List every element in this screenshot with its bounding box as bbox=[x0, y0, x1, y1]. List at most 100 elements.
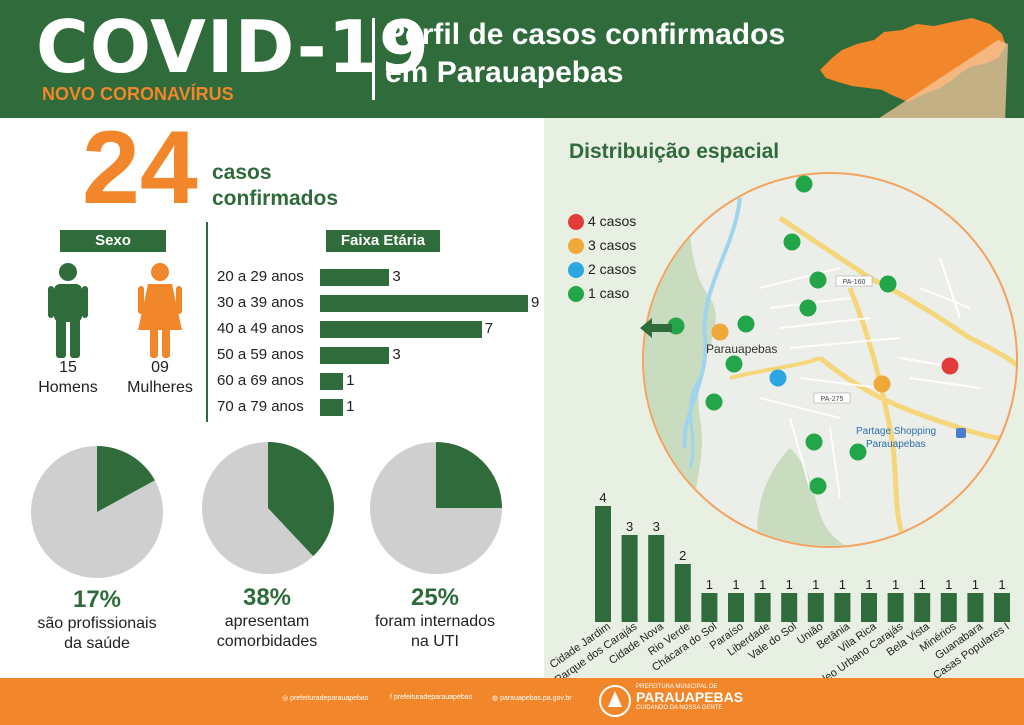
neighborhood-bar bbox=[621, 535, 638, 622]
age-bar bbox=[320, 269, 390, 286]
age-bar-value: 3 bbox=[392, 268, 401, 285]
case-marker bbox=[769, 369, 787, 387]
map-city-label: Parauapebas bbox=[706, 342, 777, 356]
neighborhood-bar-value: 1 bbox=[786, 577, 793, 592]
cases-label: casos confirmados bbox=[212, 160, 338, 212]
case-marker bbox=[809, 271, 827, 289]
men-count: 15 bbox=[59, 359, 77, 376]
header-heading: Perfil de casos confirmados em Parauapeb… bbox=[385, 16, 785, 92]
age-bar bbox=[320, 295, 528, 312]
pie-icu-line1: foram internados bbox=[374, 613, 496, 630]
header-heading-line1: Perfil de casos confirmados bbox=[385, 18, 786, 51]
pie-health-line2: da saúde bbox=[64, 635, 130, 652]
women-label: Mulheres bbox=[127, 379, 193, 396]
neighborhood-bar bbox=[807, 593, 824, 622]
neighborhood-bar bbox=[781, 593, 798, 622]
legend-label: 2 casos bbox=[588, 261, 637, 277]
para-state-map-icon bbox=[820, 18, 1006, 102]
footer-facebook[interactable]: f prefeituradeparauapebas bbox=[390, 694, 472, 701]
neighborhood-bar-value: 1 bbox=[706, 577, 713, 592]
facebook-icon: f bbox=[390, 694, 394, 701]
header-divider bbox=[372, 18, 375, 100]
pie-comorbid-desc: apresentam comorbidades bbox=[190, 612, 344, 652]
footer-website[interactable]: ◍ parauapebas.pa.gov.br bbox=[492, 694, 572, 702]
header-heading-line2: em Parauapebas bbox=[385, 56, 624, 89]
female-person-icon bbox=[138, 263, 182, 358]
age-group-label: 40 a 49 anos bbox=[217, 320, 304, 337]
neighborhood-bar-value: 1 bbox=[812, 577, 819, 592]
footer-logo-text: PREFEITURA MUNICIPAL DE PARAUAPEBAS CUID… bbox=[636, 684, 743, 711]
neighborhood-bar-value: 1 bbox=[919, 577, 926, 592]
cases-count: 24 bbox=[82, 110, 198, 226]
neighborhood-bar bbox=[754, 593, 771, 622]
age-bar-value: 7 bbox=[484, 320, 494, 337]
age-bar-value: 1 bbox=[346, 398, 355, 415]
pie-icu-pct: 25% bbox=[410, 584, 460, 611]
arrow-left-icon bbox=[640, 318, 672, 338]
logo-slogan: CUIDANDO DA NOSSA GENTE bbox=[636, 705, 723, 711]
age-bar bbox=[320, 347, 390, 364]
age-label: Faixa Etária bbox=[326, 230, 440, 252]
legend-label: 4 casos bbox=[588, 213, 637, 229]
case-marker bbox=[725, 355, 743, 373]
age-bar-value: 3 bbox=[392, 346, 401, 363]
page-subtitle: NOVO CORONAVÍRUS bbox=[42, 84, 234, 104]
case-marker bbox=[873, 375, 891, 393]
age-group-label: 60 a 69 anos bbox=[217, 372, 304, 389]
neighborhood-bar bbox=[728, 593, 744, 622]
cases-label-line2: confirmados bbox=[212, 187, 339, 210]
neighborhood-bar bbox=[967, 593, 984, 622]
case-marker bbox=[795, 175, 813, 193]
neighborhood-bar bbox=[648, 535, 665, 622]
pie-health-line1: são profissionais bbox=[37, 615, 157, 632]
age-bar bbox=[320, 373, 344, 390]
age-group-label: 70 a 79 anos bbox=[217, 398, 304, 415]
age-group-label: 30 a 39 anos bbox=[217, 294, 304, 311]
neighborhood-bar bbox=[914, 593, 931, 622]
city-map: PA-160 PA-275 Parauapebas Partage Shoppi… bbox=[642, 172, 1018, 548]
case-marker bbox=[879, 275, 897, 293]
pie-slice bbox=[97, 446, 155, 512]
pie-comorbid-line1: apresentam bbox=[224, 613, 310, 630]
legend-label: 1 caso bbox=[588, 285, 630, 301]
facebook-handle: prefeituradeparauapebas bbox=[393, 694, 473, 701]
cases-label-line1: casos bbox=[212, 161, 272, 184]
pie-health-pct: 17% bbox=[72, 586, 122, 613]
neighborhood-bar-value: 1 bbox=[839, 577, 846, 592]
women-count: 09 bbox=[151, 359, 169, 376]
legend-dot-icon bbox=[568, 214, 584, 230]
pie-icu-desc: foram internados na UTI bbox=[350, 612, 520, 652]
age-group-label: 50 a 59 anos bbox=[217, 346, 304, 363]
instagram-handle: prefeituradeparauapebas bbox=[290, 695, 369, 702]
legend-dot-icon bbox=[568, 238, 584, 254]
logo-top: PREFEITURA MUNICIPAL DE bbox=[636, 684, 718, 690]
footer-instagram[interactable]: ◎ prefeituradeparauapebas bbox=[282, 694, 368, 702]
pie-slice bbox=[268, 442, 335, 557]
neighborhood-bar-value: 1 bbox=[732, 577, 739, 592]
case-marker bbox=[809, 477, 827, 495]
neighborhood-bar bbox=[940, 593, 957, 622]
neighborhood-bar-value: 3 bbox=[626, 519, 633, 534]
pie-comorbid-pct: 38% bbox=[242, 584, 292, 611]
page-title: COVID-19 bbox=[36, 5, 430, 89]
logo-name: PARAUAPEBAS bbox=[636, 689, 744, 705]
case-marker bbox=[737, 315, 755, 333]
neighborhood-bar bbox=[701, 593, 718, 622]
neighborhood-bar bbox=[674, 564, 691, 622]
legend-label: 3 casos bbox=[588, 237, 637, 253]
neighborhood-bar bbox=[834, 593, 851, 622]
instagram-icon: ◎ bbox=[282, 695, 291, 702]
case-marker bbox=[849, 443, 867, 461]
legend-dot-icon bbox=[568, 262, 584, 278]
pie-charts bbox=[31, 442, 502, 578]
case-marker bbox=[799, 299, 817, 317]
women-stat: 09 Mulheres bbox=[118, 358, 202, 398]
age-group-label: 20 a 29 anos bbox=[217, 268, 304, 285]
legend-dot-icon bbox=[568, 286, 584, 302]
age-bar bbox=[320, 399, 344, 416]
case-marker bbox=[783, 233, 801, 251]
case-marker bbox=[711, 323, 729, 341]
section-divider bbox=[206, 222, 208, 422]
footer bbox=[0, 678, 1024, 725]
male-person-icon bbox=[48, 263, 88, 358]
